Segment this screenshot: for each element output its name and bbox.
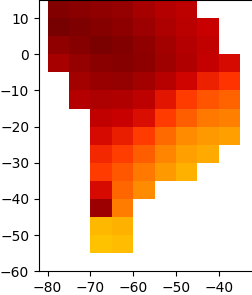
Bar xyxy=(133,109,154,127)
Bar xyxy=(47,18,69,36)
Bar xyxy=(197,145,218,163)
Bar xyxy=(154,109,175,127)
Bar xyxy=(197,127,218,145)
Bar xyxy=(111,199,133,217)
Bar xyxy=(154,91,175,109)
Bar xyxy=(90,72,111,91)
Bar xyxy=(154,54,175,72)
Bar xyxy=(218,54,239,72)
Bar xyxy=(111,109,133,127)
Bar xyxy=(111,163,133,181)
Bar xyxy=(218,91,239,109)
Bar xyxy=(111,36,133,54)
Bar xyxy=(175,36,197,54)
Bar xyxy=(47,36,69,54)
Bar xyxy=(218,127,239,145)
Bar xyxy=(175,127,197,145)
Bar xyxy=(175,72,197,91)
Bar xyxy=(154,163,175,181)
Bar xyxy=(111,91,133,109)
Bar xyxy=(175,163,197,181)
Bar xyxy=(133,91,154,109)
Bar xyxy=(90,163,111,181)
Bar xyxy=(90,217,111,235)
Bar xyxy=(69,72,90,91)
Bar xyxy=(47,54,69,72)
Bar xyxy=(69,54,90,72)
Bar xyxy=(133,181,154,199)
Bar xyxy=(90,181,111,199)
Bar xyxy=(154,72,175,91)
Bar xyxy=(154,145,175,163)
Bar xyxy=(133,163,154,181)
Bar xyxy=(197,18,218,36)
Bar xyxy=(111,54,133,72)
Bar xyxy=(111,18,133,36)
Bar xyxy=(90,54,111,72)
Bar xyxy=(197,36,218,54)
Bar xyxy=(69,36,90,54)
Bar xyxy=(111,72,133,91)
Bar xyxy=(111,181,133,199)
Bar xyxy=(133,36,154,54)
Bar xyxy=(69,91,90,109)
Bar xyxy=(197,54,218,72)
Bar xyxy=(90,36,111,54)
Bar xyxy=(197,91,218,109)
Bar xyxy=(90,91,111,109)
Bar xyxy=(90,109,111,127)
Bar xyxy=(197,72,218,91)
Bar xyxy=(175,0,197,18)
Bar xyxy=(111,235,133,253)
Bar xyxy=(90,18,111,36)
Bar xyxy=(47,0,69,18)
Bar xyxy=(154,18,175,36)
Bar xyxy=(175,54,197,72)
Bar xyxy=(111,217,133,235)
Bar xyxy=(133,127,154,145)
Bar xyxy=(69,18,90,36)
Bar xyxy=(111,127,133,145)
Bar xyxy=(69,0,90,18)
Bar xyxy=(197,109,218,127)
Bar xyxy=(133,54,154,72)
Bar xyxy=(175,109,197,127)
Bar xyxy=(111,145,133,163)
Bar xyxy=(90,127,111,145)
Bar xyxy=(133,72,154,91)
Bar xyxy=(154,127,175,145)
Bar xyxy=(133,18,154,36)
Bar xyxy=(218,109,239,127)
Bar xyxy=(175,18,197,36)
Bar xyxy=(90,0,111,18)
Bar xyxy=(111,0,133,18)
Bar xyxy=(133,0,154,18)
Bar xyxy=(218,72,239,91)
Bar xyxy=(175,91,197,109)
Bar xyxy=(154,0,175,18)
Bar xyxy=(90,235,111,253)
Bar xyxy=(154,36,175,54)
Bar xyxy=(90,199,111,217)
Bar xyxy=(90,145,111,163)
Bar xyxy=(133,145,154,163)
Bar xyxy=(175,145,197,163)
